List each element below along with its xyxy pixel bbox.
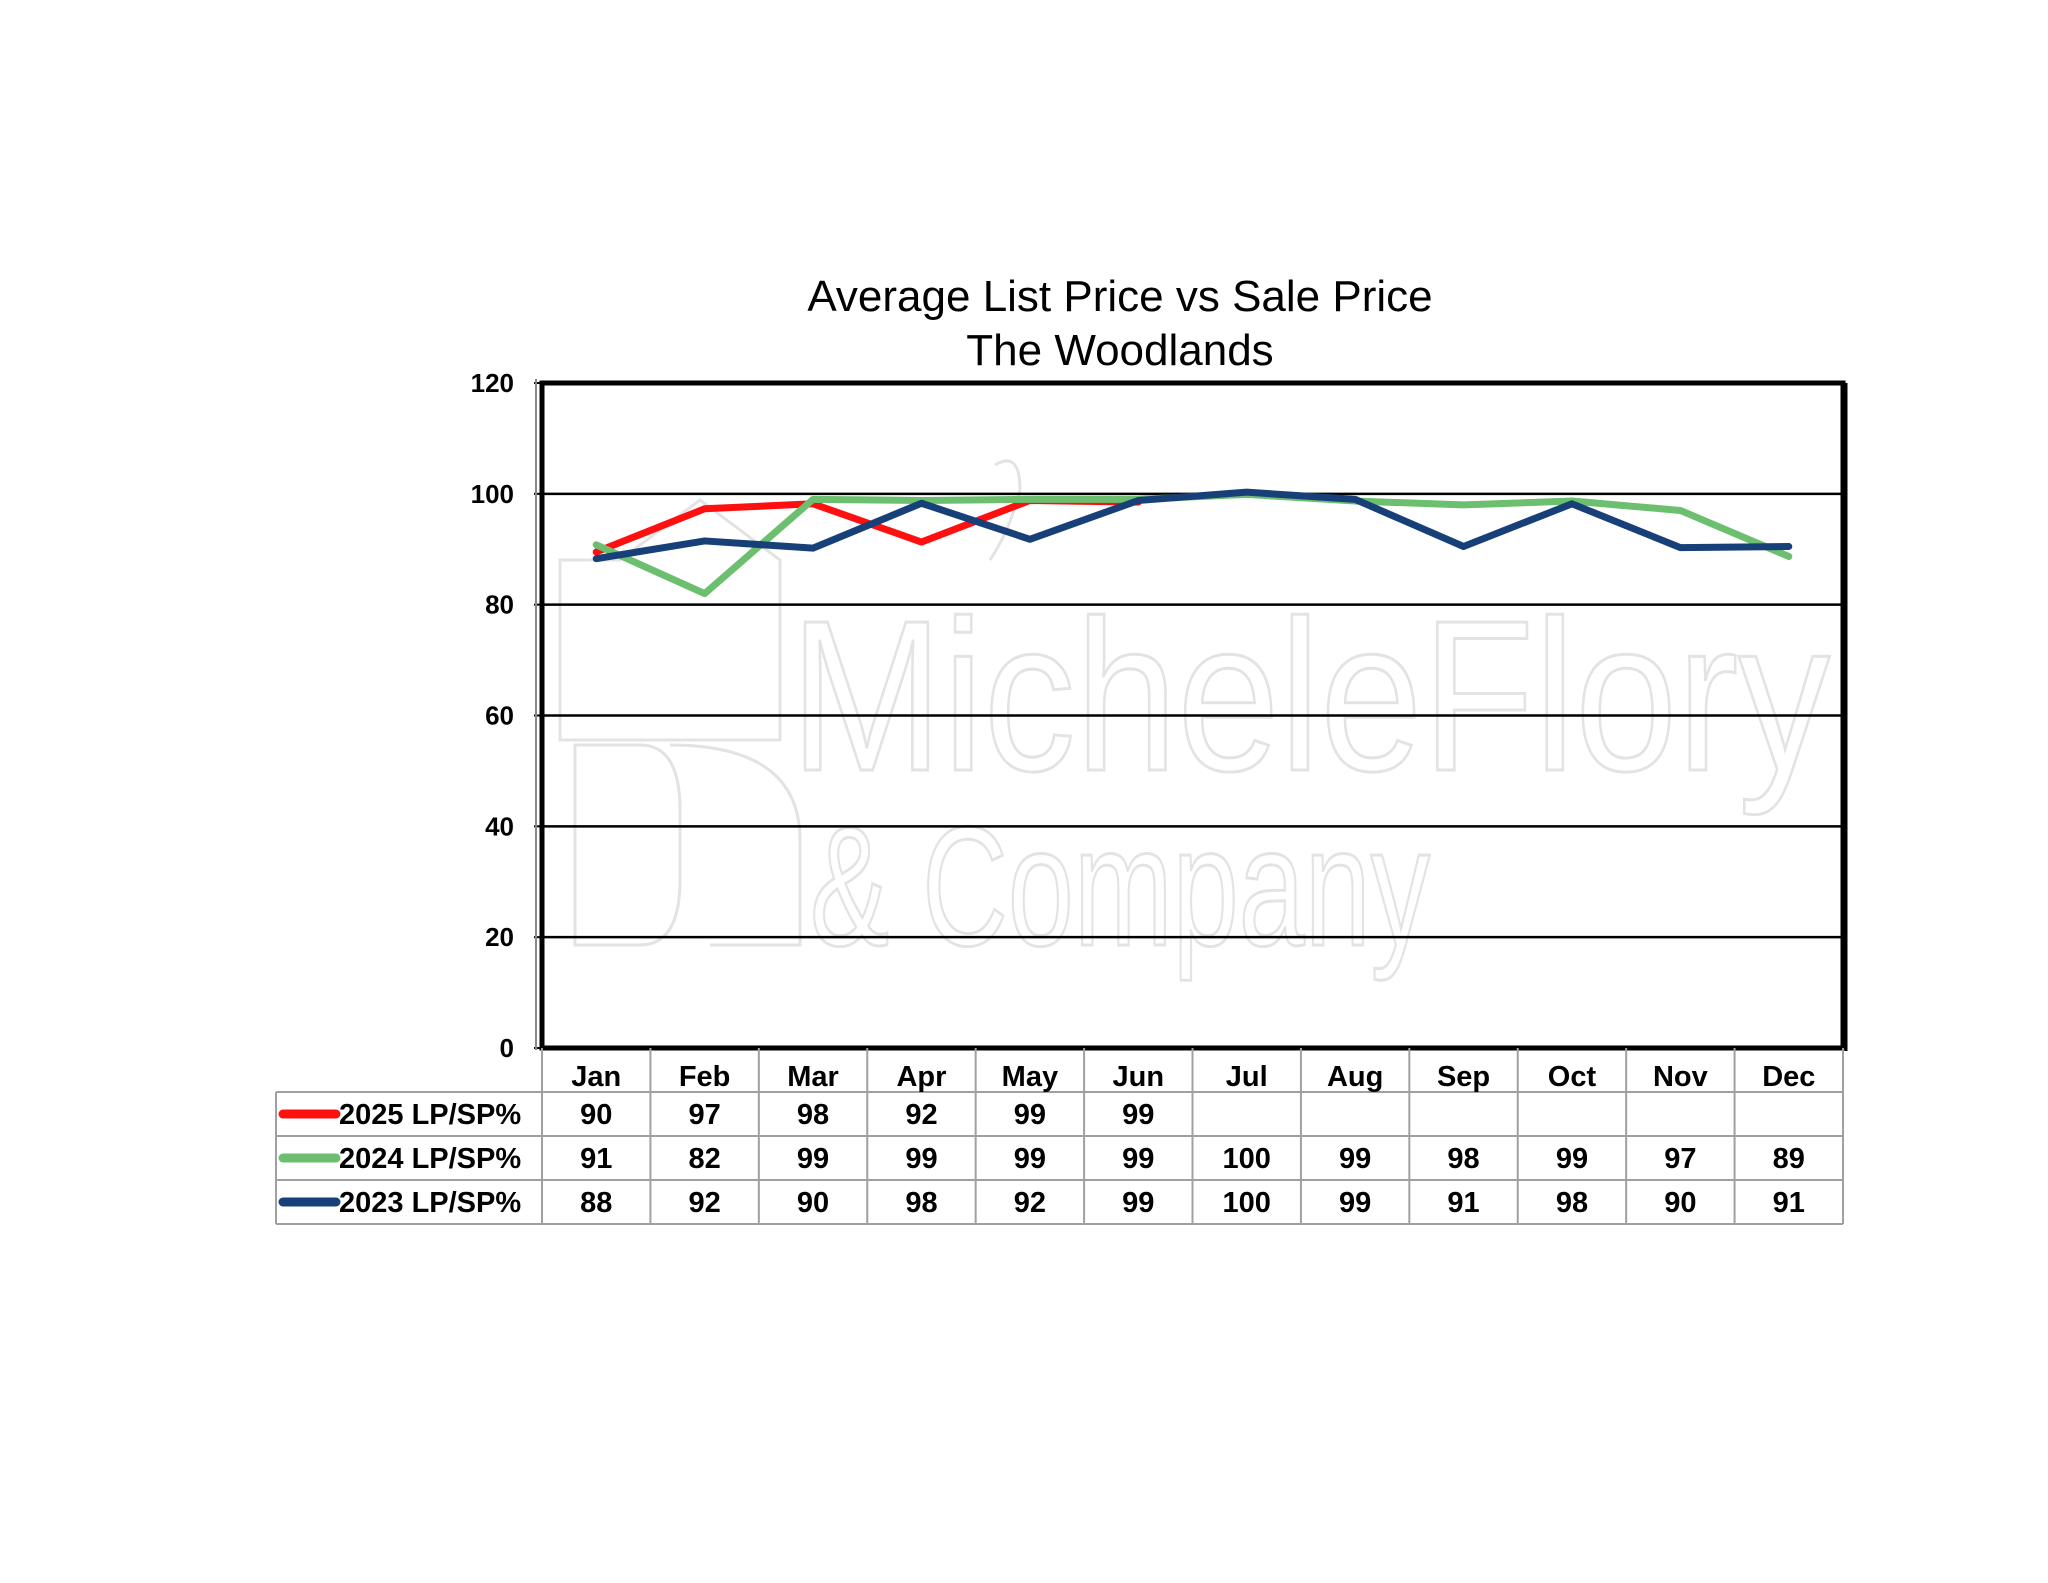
table-cell: 91	[1447, 1187, 1479, 1219]
x-category-label: Sep	[1437, 1061, 1490, 1093]
y-tick-label: 100	[471, 479, 514, 509]
table-cell: 91	[1773, 1187, 1805, 1219]
y-tick-label: 120	[471, 368, 514, 398]
table-cell: 90	[1664, 1187, 1696, 1219]
table-cell: 92	[1014, 1187, 1046, 1219]
table-cell: 99	[1014, 1143, 1046, 1175]
table-cell: 97	[1664, 1143, 1696, 1175]
y-tick-label: 0	[500, 1033, 514, 1063]
y-axis-ticks: 0 20 40 60 80 100 120	[471, 368, 542, 1063]
x-category-label: Feb	[679, 1061, 731, 1093]
table-cell: 99	[1122, 1187, 1154, 1219]
table-cell: 99	[1014, 1099, 1046, 1131]
y-tick-label: 60	[485, 701, 514, 731]
table-cell: 91	[580, 1143, 612, 1175]
watermark-line1: MicheleFlory	[790, 575, 1830, 816]
x-category-label: Dec	[1762, 1061, 1815, 1093]
table-cell: 92	[688, 1187, 720, 1219]
legend-label: 2024 LP/SP%	[339, 1143, 521, 1175]
table-cell: 97	[688, 1099, 720, 1131]
x-category-label: Mar	[787, 1061, 839, 1093]
chart-title-line1: Average List Price vs Sale Price	[807, 272, 1432, 321]
table-cell: 99	[1339, 1143, 1371, 1175]
x-category-label: Jun	[1113, 1061, 1165, 1093]
x-category-label: Nov	[1653, 1061, 1708, 1093]
table-cell: 99	[1122, 1143, 1154, 1175]
x-category-label: Apr	[896, 1061, 946, 1093]
series-lines	[592, 488, 1793, 598]
x-category-label: Jan	[571, 1061, 621, 1093]
series-line-2023	[592, 488, 1793, 563]
table-cell: 98	[1556, 1187, 1588, 1219]
table-cell: 100	[1223, 1187, 1271, 1219]
table-cell: 99	[905, 1143, 937, 1175]
table-cell: 100	[1223, 1143, 1271, 1175]
y-tick-label: 40	[485, 811, 514, 841]
table-cell: 89	[1773, 1143, 1805, 1175]
table-cell: 99	[1556, 1143, 1588, 1175]
table-cell: 88	[580, 1187, 612, 1219]
legend-label: 2023 LP/SP%	[339, 1187, 521, 1219]
table-cell: 82	[688, 1143, 720, 1175]
table-cell: 90	[580, 1099, 612, 1131]
watermark-line2: & Company	[810, 792, 1430, 982]
legend-label: 2025 LP/SP%	[339, 1099, 521, 1131]
data-table: Jan Feb Mar Apr May Jun Jul Aug Sep Oct Nov Dec 2025…	[275, 1048, 1844, 1225]
table-cell: 98	[1447, 1143, 1479, 1175]
chart-subtitle: The Woodlands	[966, 326, 1273, 375]
table-cell: 99	[797, 1143, 829, 1175]
watermark: MicheleFlory & Company	[558, 459, 1832, 984]
x-category-label: Oct	[1548, 1061, 1597, 1093]
table-cell: 99	[1122, 1099, 1154, 1131]
table-cell: 92	[905, 1099, 937, 1131]
y-tick-label: 20	[485, 922, 514, 952]
watermark-logo	[558, 459, 1022, 947]
y-tick-label: 80	[485, 590, 514, 620]
x-category-label: Jul	[1226, 1061, 1268, 1093]
table-cell: 90	[797, 1187, 829, 1219]
x-category-label: May	[1002, 1061, 1058, 1093]
table-cell: 98	[905, 1187, 937, 1219]
chart-title: Average List Price vs Sale Price The Woo…	[807, 272, 1432, 375]
table-cell: 98	[797, 1099, 829, 1131]
table-cell: 99	[1339, 1187, 1371, 1219]
x-category-label: Aug	[1327, 1061, 1383, 1093]
